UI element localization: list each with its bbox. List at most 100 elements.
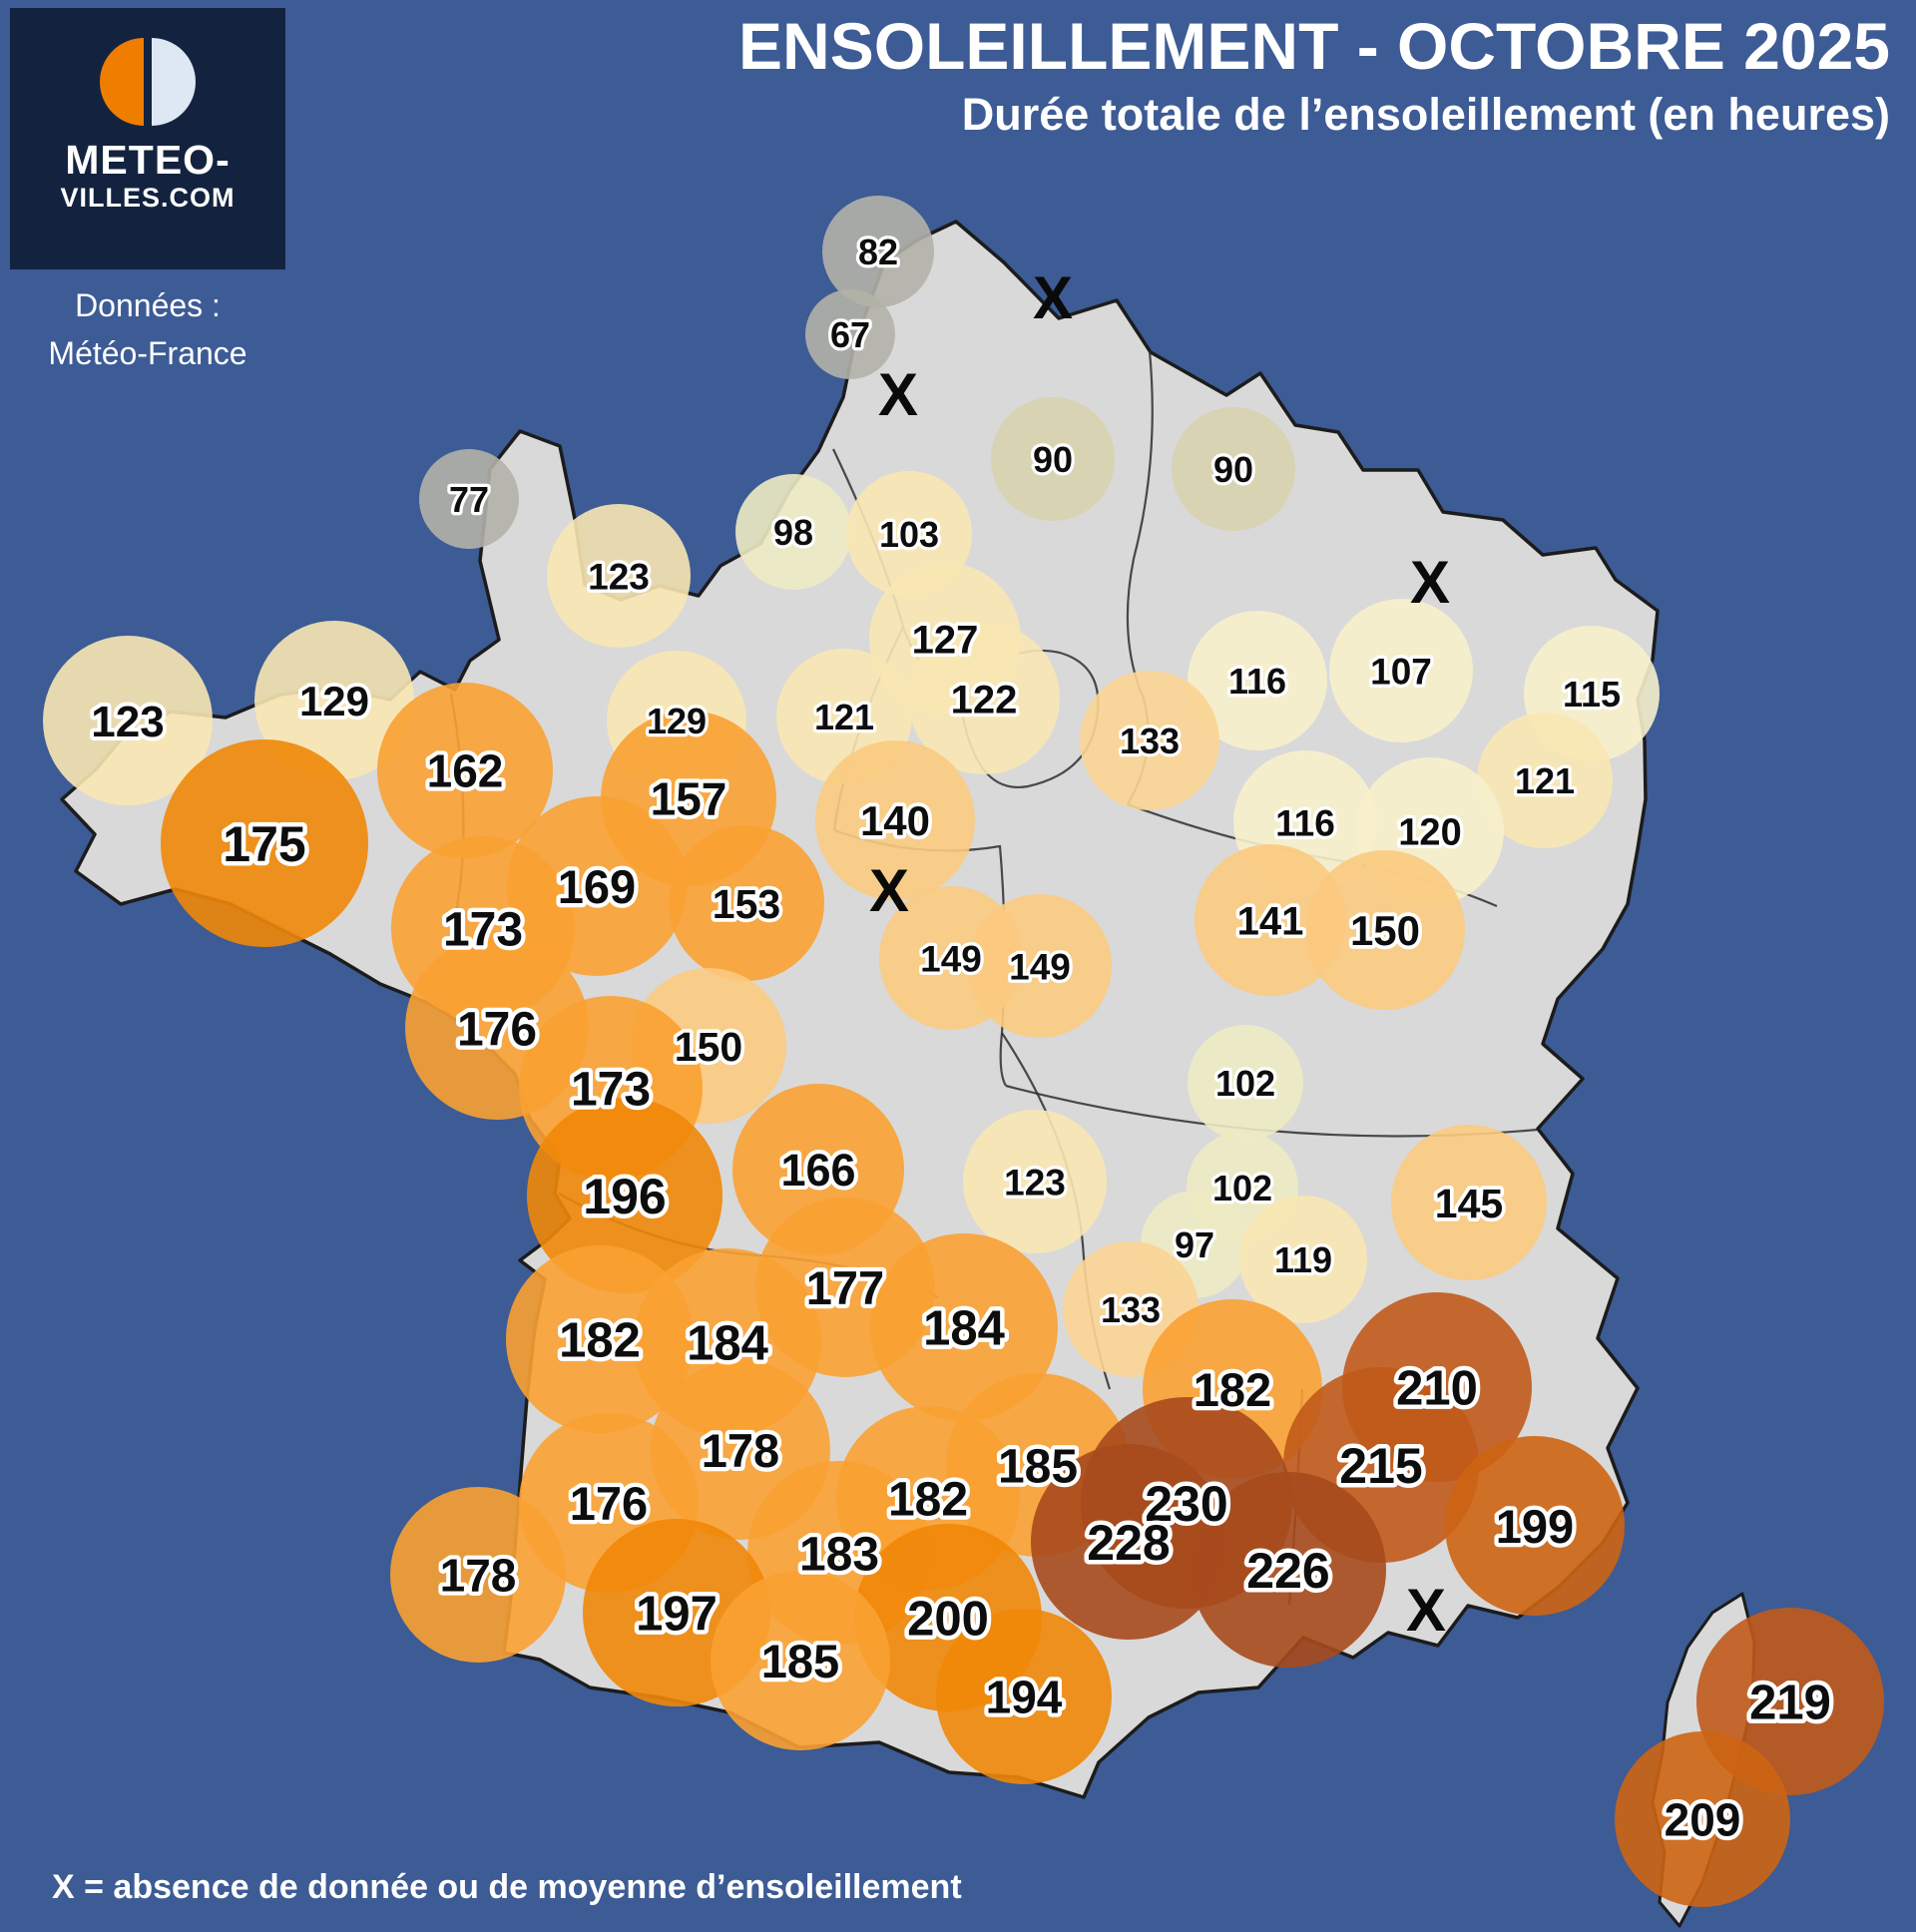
station-value: 185 [998, 1440, 1078, 1493]
station-value: 230 [1145, 1476, 1227, 1532]
station-value: 150 [1350, 907, 1420, 954]
page-title: ENSOLEILLEMENT - OCTOBRE 2025 [738, 9, 1890, 83]
station-bubble [735, 474, 851, 590]
station-value: 173 [571, 1063, 651, 1116]
no-data-mark: X [878, 361, 918, 428]
station-value: 157 [651, 773, 727, 825]
station-value: 98 [773, 512, 813, 553]
station-bubble [161, 739, 368, 947]
no-data-mark: X [1410, 549, 1450, 616]
station-value: 197 [636, 1588, 718, 1642]
station-bubble [1188, 611, 1327, 750]
station-value: 153 [713, 881, 780, 927]
no-data-mark: X [1406, 1577, 1446, 1644]
station-value: 209 [1665, 1794, 1741, 1846]
station-value: 219 [1749, 1677, 1831, 1730]
station-value: 127 [912, 618, 979, 662]
station-value: 182 [1194, 1363, 1271, 1416]
station-value: 129 [647, 701, 707, 741]
station-value: 162 [427, 745, 504, 797]
station-bubble [968, 894, 1112, 1038]
station-value: 226 [1246, 1543, 1329, 1599]
station-bubble [1391, 1125, 1547, 1280]
station-bubble [1445, 1436, 1625, 1616]
station-value: 140 [860, 797, 930, 844]
data-source: Données : Météo-France [6, 281, 289, 377]
station-bubble [1191, 1472, 1386, 1668]
station-value: 123 [1004, 1162, 1066, 1203]
station-value: 215 [1339, 1438, 1422, 1494]
no-data-mark: X [1033, 264, 1073, 331]
data-source-line2: Météo-France [48, 335, 247, 371]
station-bubble [936, 1609, 1112, 1784]
station-value: 119 [1274, 1239, 1332, 1280]
station-bubble [547, 504, 691, 648]
station-value: 210 [1396, 1362, 1478, 1416]
station-bubble [527, 1098, 722, 1293]
station-labels: 82 67 90 90 77 98 103 123 127 122 121 129 123 129 116 1… [87, 229, 1835, 1850]
station-value: 133 [1120, 721, 1180, 761]
station-value: 182 [559, 1314, 641, 1368]
logo-brand-top: METEO- [65, 137, 231, 183]
station-value: 121 [1515, 760, 1575, 801]
station-bubble [390, 1487, 566, 1663]
station-value: 107 [1370, 651, 1432, 692]
station-value: 173 [443, 903, 523, 956]
station-value: 196 [583, 1169, 666, 1224]
station-bubble [1188, 1025, 1303, 1141]
station-value: 123 [588, 556, 650, 597]
data-source-line1: Données : [75, 287, 221, 323]
station-value: 183 [799, 1528, 879, 1581]
station-value: 102 [1215, 1063, 1275, 1104]
station-value: 199 [1496, 1500, 1574, 1553]
station-bubbles [43, 196, 1884, 1907]
station-value: 184 [687, 1317, 768, 1371]
station-bubble [991, 397, 1115, 521]
logo-brand-bottom: VILLES.COM [60, 183, 236, 213]
station-value: 169 [558, 860, 636, 913]
station-value: 141 [1237, 899, 1304, 943]
station-value: 133 [1101, 1289, 1161, 1330]
station-bubble [1031, 1444, 1226, 1640]
station-value: 82 [858, 232, 898, 272]
station-bubble [669, 825, 824, 981]
station-value: 177 [806, 1261, 884, 1314]
station-bubble [1329, 599, 1473, 742]
title-block: ENSOLEILLEMENT - OCTOBRE 2025 Durée tota… [633, 9, 1890, 141]
station-bubble [1195, 844, 1346, 996]
station-value: 77 [449, 479, 489, 520]
station-value: 115 [1563, 674, 1621, 715]
station-value: 185 [761, 1635, 839, 1688]
station-value: 129 [299, 678, 369, 724]
station-value: 90 [1033, 439, 1073, 480]
station-value: 166 [780, 1145, 855, 1196]
station-bubble [1239, 1196, 1367, 1323]
station-bubble [1615, 1731, 1790, 1907]
station-bubble [1172, 407, 1295, 531]
station-value: 116 [1228, 661, 1286, 702]
station-value: 123 [91, 698, 164, 746]
station-value: 149 [920, 938, 982, 979]
station-value: 97 [1175, 1224, 1214, 1265]
station-value: 178 [440, 1550, 517, 1602]
station-value: 176 [570, 1477, 648, 1530]
page-subtitle: Durée totale de l’ensoleillement (en heu… [961, 89, 1890, 141]
station-bubble [711, 1571, 890, 1750]
station-bubble [870, 1233, 1058, 1421]
station-value: 178 [702, 1424, 779, 1477]
station-value: 116 [1275, 802, 1335, 843]
station-value: 145 [1435, 1181, 1503, 1226]
station-bubble [419, 449, 519, 549]
station-bubble [377, 683, 553, 858]
station-bubble [815, 740, 975, 900]
no-data-mark: X [869, 857, 909, 924]
station-bubble [908, 623, 1060, 774]
station-bubble [963, 1110, 1107, 1253]
station-value: 228 [1087, 1515, 1170, 1571]
meteo-villes-logo-icon [100, 38, 196, 126]
station-value: 175 [223, 816, 305, 872]
station-value: 67 [830, 314, 870, 355]
station-value: 184 [923, 1302, 1005, 1356]
station-value: 176 [457, 1003, 537, 1056]
